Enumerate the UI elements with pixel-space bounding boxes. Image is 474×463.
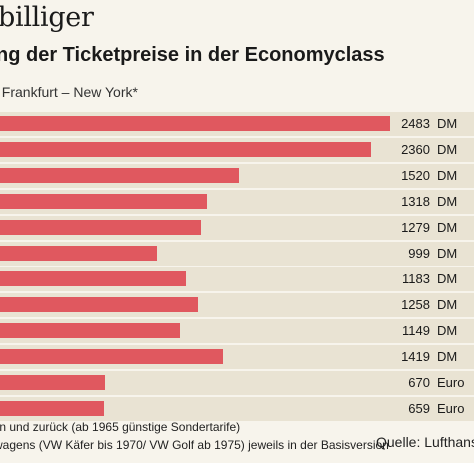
bar-row: 1318 DM bbox=[0, 190, 474, 214]
bar-row: 1279 DM bbox=[0, 216, 474, 240]
bar-unit-label: DM bbox=[437, 220, 458, 235]
bar-row: 670 Euro bbox=[0, 371, 474, 395]
bar-row: 1520 DM bbox=[0, 164, 474, 188]
bar-unit-label: DM bbox=[437, 168, 458, 183]
footnote-car: wagens (VW Käfer bis 1970/ VW Golf ab 19… bbox=[0, 438, 389, 452]
bar-unit-label: DM bbox=[437, 194, 458, 209]
bar-value-label: 1318 bbox=[401, 194, 430, 209]
bar bbox=[0, 246, 157, 261]
bar-row: 2483 DM bbox=[0, 112, 474, 136]
bar-value-label: 2483 bbox=[401, 116, 430, 131]
bar-unit-label: DM bbox=[437, 297, 458, 312]
bar-value-label: 2360 bbox=[401, 142, 430, 157]
source-note: Quelle: Lufthansa bbox=[376, 434, 474, 450]
bar bbox=[0, 271, 186, 286]
bar-value-label: 659 bbox=[408, 401, 430, 416]
bar bbox=[0, 116, 390, 131]
chart-title: ng der Ticketpreise in der Economyclass bbox=[0, 44, 385, 66]
bar-value-label: 1258 bbox=[401, 297, 430, 312]
bar-unit-label: Euro bbox=[437, 401, 465, 416]
bar bbox=[0, 401, 104, 416]
bar bbox=[0, 168, 239, 183]
bar-value-label: 999 bbox=[408, 246, 430, 261]
bar-row: 1149 DM bbox=[0, 319, 474, 343]
bar-unit-label: DM bbox=[437, 116, 458, 131]
bar-row: 1183 DM bbox=[0, 267, 474, 291]
chart-kicker: billiger bbox=[0, 2, 94, 33]
bar-value-label: 670 bbox=[408, 375, 430, 390]
bar bbox=[0, 194, 207, 209]
bar bbox=[0, 349, 223, 364]
bar-value-label: 1183 bbox=[402, 271, 430, 286]
bar bbox=[0, 323, 180, 338]
bar-row: 659 Euro bbox=[0, 397, 474, 421]
bar bbox=[0, 142, 371, 157]
bar-row: 2360 DM bbox=[0, 138, 474, 162]
bar-value-label: 1520 bbox=[401, 168, 430, 183]
bar bbox=[0, 297, 198, 312]
bar-value-label: 1419 bbox=[401, 349, 430, 364]
bar-row: 999 DM bbox=[0, 242, 474, 266]
bar-value-label: 1279 bbox=[401, 220, 430, 235]
footnote-route: hin und zurück (ab 1965 günstige Sondert… bbox=[0, 420, 241, 434]
bar-unit-label: Euro bbox=[437, 375, 465, 390]
bar-value-label: 1149 bbox=[402, 323, 430, 338]
bar-unit-label: DM bbox=[437, 246, 458, 261]
bar bbox=[0, 375, 105, 390]
bar-unit-label: DM bbox=[437, 142, 458, 157]
bar-row: 1258 DM bbox=[0, 293, 474, 317]
bar-row: 1419 DM bbox=[0, 345, 474, 369]
bar bbox=[0, 220, 201, 235]
bar-unit-label: DM bbox=[437, 271, 458, 286]
bar-unit-label: DM bbox=[437, 349, 458, 364]
chart-subtitle: : Frankfurt – New York* bbox=[0, 84, 138, 100]
bar-unit-label: DM bbox=[437, 323, 458, 338]
